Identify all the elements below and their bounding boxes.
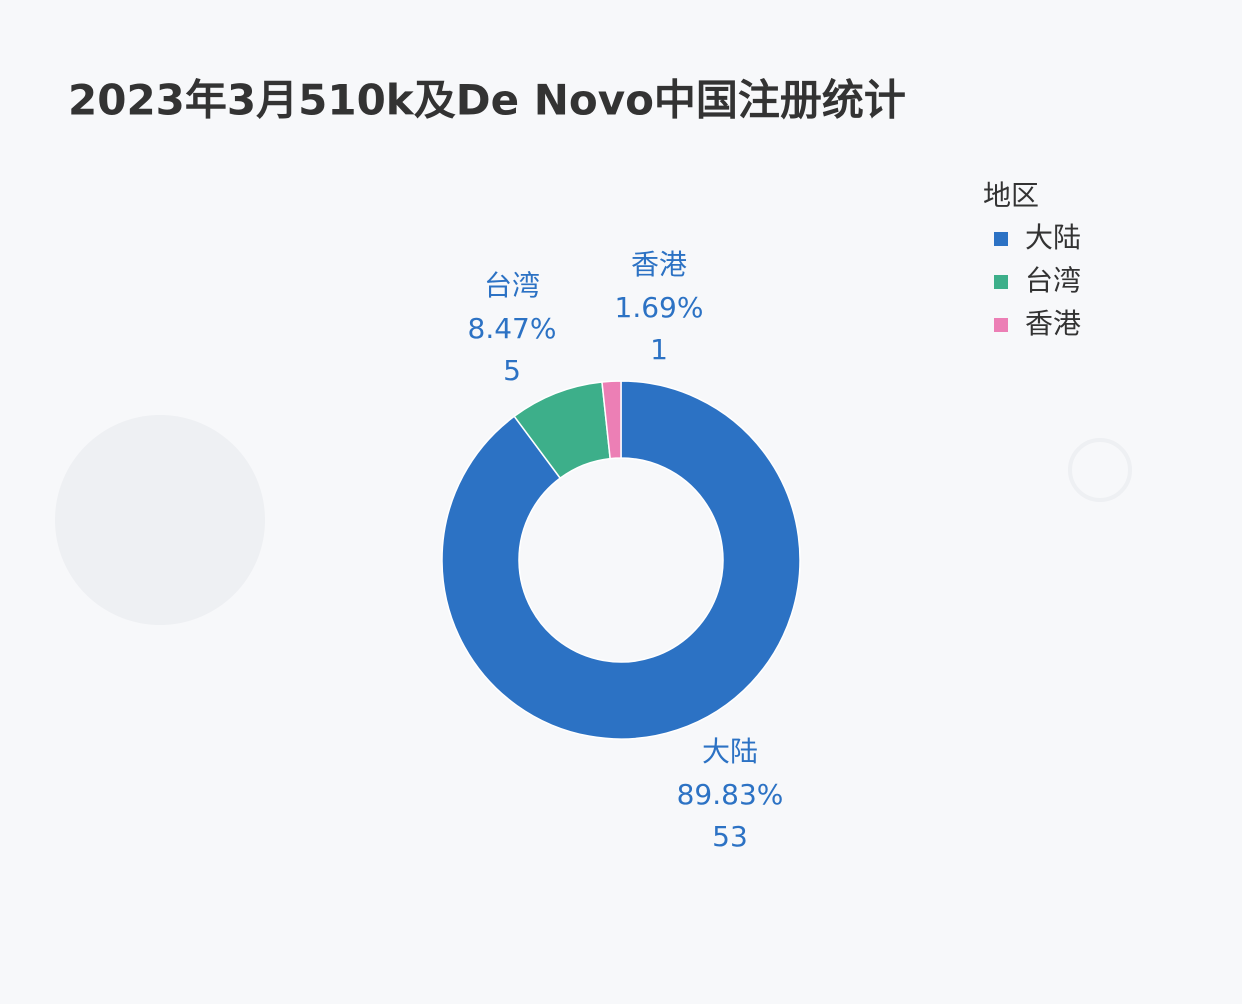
slice-label-name: 大陆 — [702, 735, 758, 768]
watermark — [55, 415, 1132, 625]
slice-label-percent: 8.47% — [468, 312, 557, 345]
legend-label: 香港 — [1025, 307, 1081, 340]
donut-slice — [441, 380, 801, 740]
legend-title: 地区 — [983, 179, 1039, 212]
slice-label-name: 台湾 — [484, 269, 540, 302]
legend-label: 台湾 — [1025, 264, 1081, 297]
chart-title: 2023年3月510k及De Novo中国注册统计 — [68, 76, 906, 125]
slice-label-value: 1 — [650, 333, 668, 366]
slice-label-percent: 89.83% — [677, 778, 784, 811]
legend-swatch — [994, 232, 1008, 246]
slice-label-percent: 1.69% — [615, 291, 704, 324]
legend-swatch — [994, 318, 1008, 332]
slice-label-name: 香港 — [631, 248, 687, 281]
legend-swatch — [994, 275, 1008, 289]
slice-label-value: 53 — [712, 820, 748, 853]
donut-slice — [601, 380, 622, 460]
slice-label-value: 5 — [503, 354, 521, 387]
legend-label: 大陆 — [1025, 221, 1081, 254]
